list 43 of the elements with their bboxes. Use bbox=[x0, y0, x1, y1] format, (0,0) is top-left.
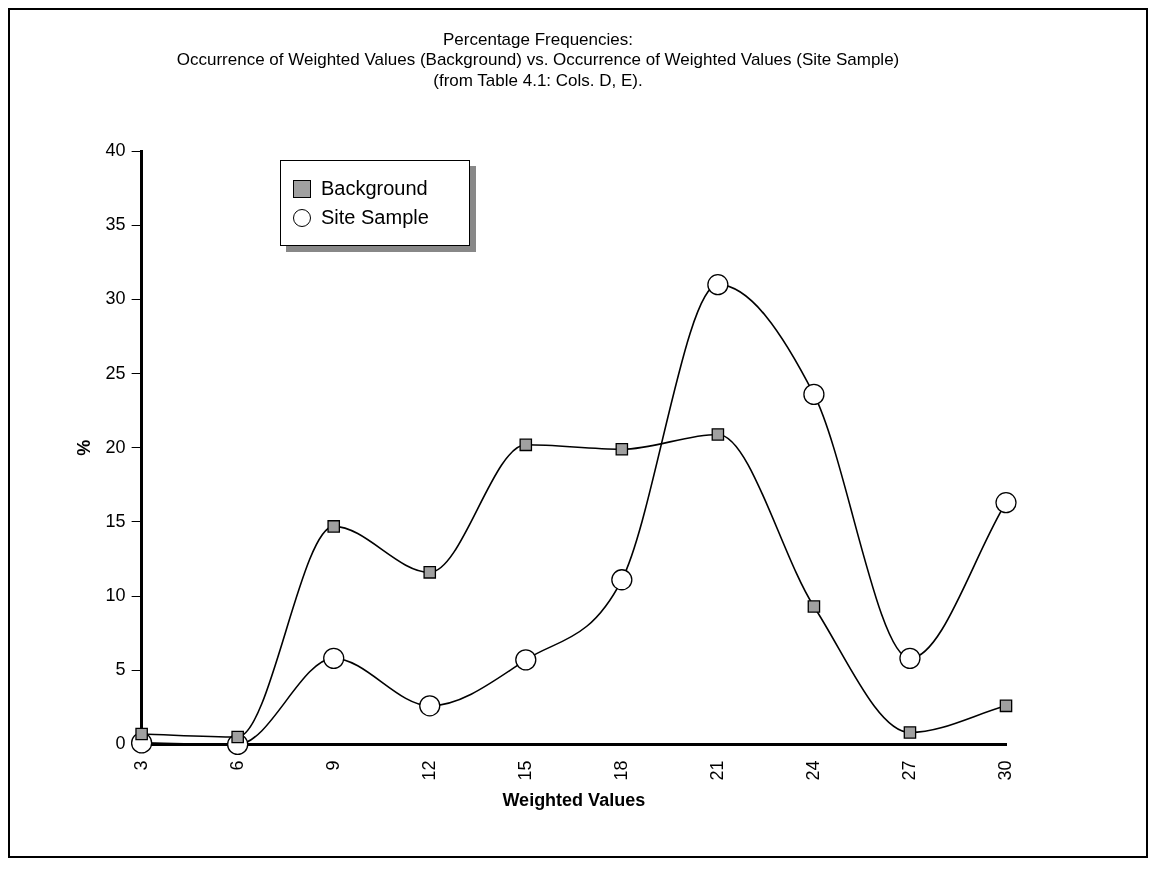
y-tick-label: 10 bbox=[105, 585, 126, 606]
x-tick-label: 12 bbox=[418, 760, 439, 781]
point bbox=[807, 600, 821, 613]
y-tick-label: 0 bbox=[115, 733, 126, 754]
x-axis-title: Weighted Values bbox=[502, 790, 646, 811]
legend-label: Site Sample bbox=[321, 206, 429, 229]
x-tick-label: 24 bbox=[802, 760, 823, 781]
chart-title: Percentage Frequencies: bbox=[443, 29, 633, 49]
y-tick-label: 20 bbox=[105, 436, 126, 457]
point bbox=[711, 428, 725, 441]
y-tick-label: 25 bbox=[105, 362, 126, 383]
point bbox=[899, 647, 921, 670]
point bbox=[995, 492, 1017, 514]
x-tick-label: 6 bbox=[226, 760, 247, 771]
x-tick-label: 27 bbox=[898, 760, 919, 781]
x-tick-label: 3 bbox=[130, 760, 151, 771]
x-tick-label: 21 bbox=[706, 760, 727, 781]
y-axis-title: % bbox=[73, 439, 94, 456]
point bbox=[323, 647, 345, 670]
y-tick-label: 40 bbox=[105, 140, 126, 161]
x-tick-label: 15 bbox=[514, 760, 535, 781]
point bbox=[135, 727, 148, 741]
x-tick-label: 18 bbox=[610, 760, 631, 781]
point bbox=[519, 438, 533, 452]
point bbox=[231, 730, 244, 744]
point bbox=[803, 383, 825, 406]
point bbox=[611, 569, 633, 591]
point bbox=[419, 695, 441, 717]
x-tick-label: 9 bbox=[322, 760, 343, 771]
y-tick-label: 5 bbox=[115, 659, 126, 680]
point bbox=[615, 442, 629, 456]
point bbox=[327, 520, 341, 533]
point bbox=[999, 699, 1013, 713]
y-tick-label: 30 bbox=[105, 288, 126, 309]
point bbox=[515, 649, 537, 671]
chart-subtitle: Occurrence of Weighted Values (Background) vs. Occurrence of Weighted Values (Site Sample) (from Table 4.1: Cols. D, E). bbox=[176, 50, 900, 90]
point bbox=[423, 566, 437, 579]
y-tick-label: 15 bbox=[105, 510, 126, 531]
legend-label: Background bbox=[321, 177, 428, 200]
point bbox=[903, 726, 917, 739]
y-tick-label: 35 bbox=[105, 214, 126, 235]
x-tick-label: 30 bbox=[994, 760, 1015, 781]
point bbox=[707, 274, 729, 296]
